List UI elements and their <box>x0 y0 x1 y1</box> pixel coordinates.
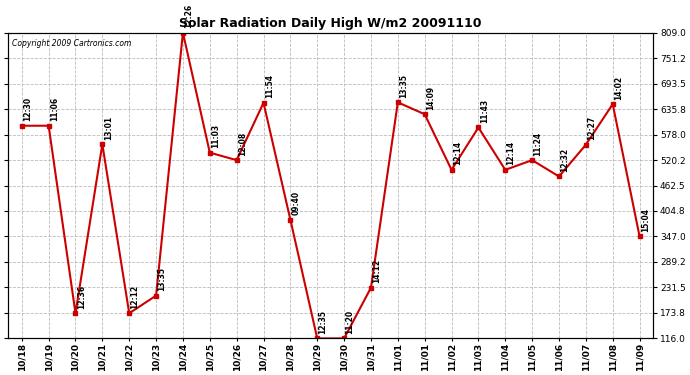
Text: 11:03: 11:03 <box>211 124 220 148</box>
Text: 12:36: 12:36 <box>77 285 86 309</box>
Text: 09:40: 09:40 <box>292 191 301 215</box>
Text: 12:32: 12:32 <box>560 148 569 172</box>
Text: 11:24: 11:24 <box>533 131 542 156</box>
Text: 12:27: 12:27 <box>587 116 596 140</box>
Text: 13:01: 13:01 <box>104 116 112 140</box>
Text: 11:54: 11:54 <box>265 74 274 98</box>
Text: 11:06: 11:06 <box>50 97 59 121</box>
Text: 13:35: 13:35 <box>157 267 166 291</box>
Text: 14:02: 14:02 <box>614 75 623 99</box>
Text: 11:43: 11:43 <box>480 99 489 123</box>
Text: 11:20: 11:20 <box>346 310 355 334</box>
Text: 12:08: 12:08 <box>238 131 247 156</box>
Text: 12:30: 12:30 <box>23 97 32 121</box>
Text: Copyright 2009 Cartronics.com: Copyright 2009 Cartronics.com <box>12 39 131 48</box>
Title: Solar Radiation Daily High W/m2 20091110: Solar Radiation Daily High W/m2 20091110 <box>179 17 482 30</box>
Text: 13:35: 13:35 <box>400 74 408 98</box>
Text: 12:12: 12:12 <box>130 285 139 309</box>
Text: 12:35: 12:35 <box>319 310 328 334</box>
Text: 14:12: 14:12 <box>373 259 382 283</box>
Text: 12:14: 12:14 <box>506 141 515 165</box>
Text: 15:04: 15:04 <box>641 208 650 232</box>
Text: 12:26: 12:26 <box>184 4 193 28</box>
Text: 14:09: 14:09 <box>426 86 435 109</box>
Text: 12:14: 12:14 <box>453 141 462 165</box>
